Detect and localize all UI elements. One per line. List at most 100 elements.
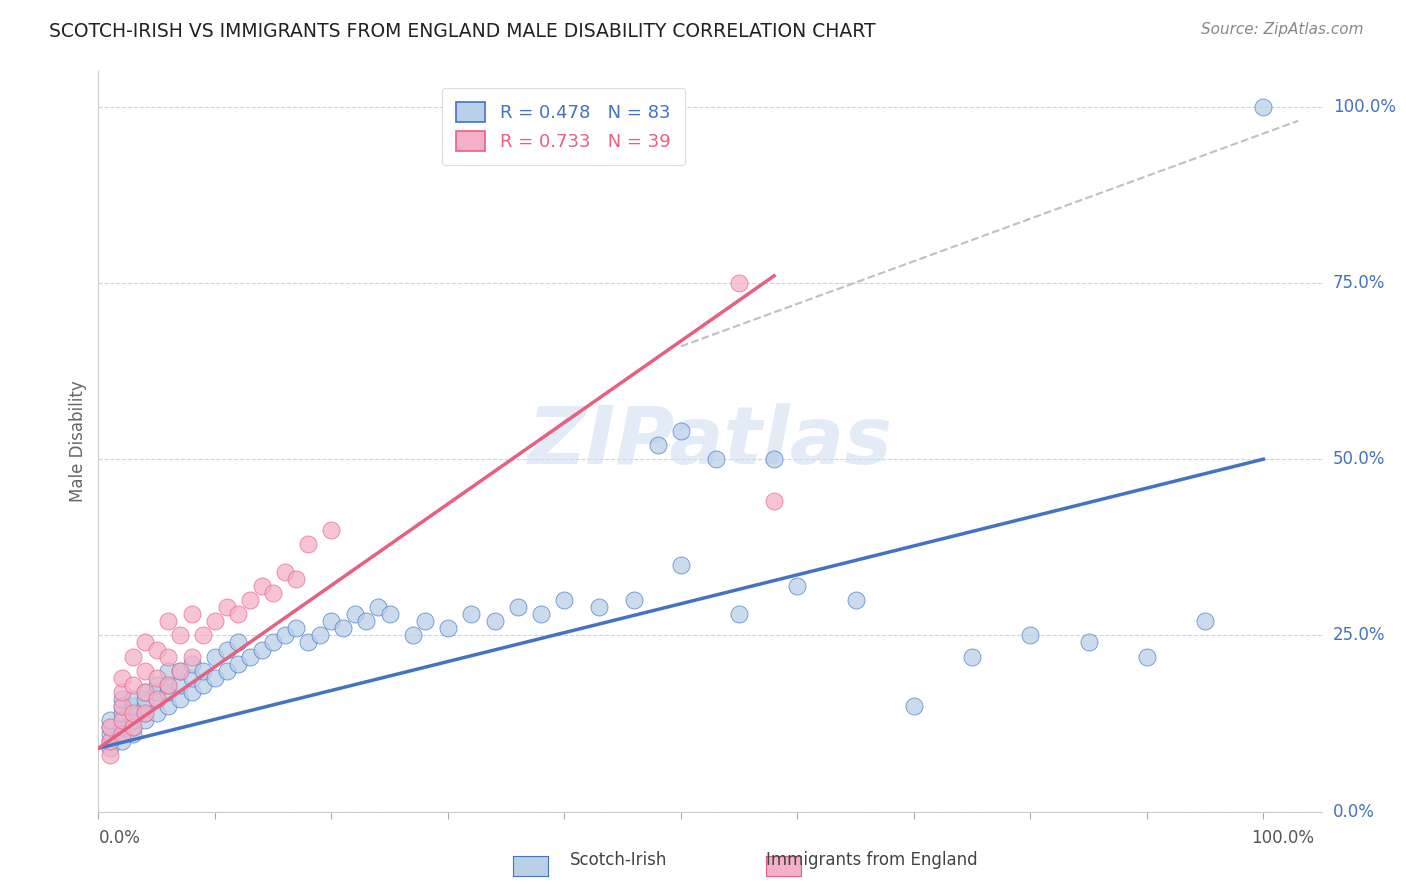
- Point: [180, 649, 202, 664]
- Point: [343, 607, 366, 622]
- Text: Source: ZipAtlas.com: Source: ZipAtlas.com: [1201, 22, 1364, 37]
- Point: [111, 698, 134, 713]
- Point: [157, 678, 180, 692]
- Point: [356, 615, 378, 629]
- Point: [204, 671, 226, 685]
- Point: [1019, 628, 1042, 642]
- Point: [193, 678, 215, 692]
- Point: [98, 748, 121, 763]
- Point: [111, 727, 134, 741]
- Point: [1194, 615, 1216, 629]
- Point: [134, 698, 156, 713]
- Point: [623, 593, 645, 607]
- Point: [111, 692, 134, 706]
- Point: [215, 664, 238, 678]
- Point: [226, 635, 249, 649]
- Point: [193, 628, 215, 642]
- Point: [111, 713, 134, 727]
- Point: [122, 727, 145, 741]
- Point: [669, 558, 692, 572]
- Point: [297, 635, 319, 649]
- Point: [98, 713, 121, 727]
- Point: [122, 698, 145, 713]
- Point: [763, 452, 786, 467]
- Point: [728, 607, 751, 622]
- Point: [111, 706, 134, 720]
- Point: [215, 600, 238, 615]
- Point: [145, 671, 167, 685]
- Point: [122, 720, 145, 734]
- Point: [367, 600, 389, 615]
- Point: [704, 452, 727, 467]
- Point: [111, 713, 134, 727]
- Point: [111, 720, 134, 734]
- Point: [134, 713, 156, 727]
- Point: [134, 664, 156, 678]
- Point: [169, 664, 191, 678]
- Point: [145, 692, 167, 706]
- Point: [169, 692, 191, 706]
- Point: [145, 678, 167, 692]
- Point: [111, 685, 134, 699]
- Point: [378, 607, 401, 622]
- Point: [669, 424, 692, 438]
- Point: [204, 649, 226, 664]
- Point: [98, 727, 121, 741]
- Point: [332, 621, 354, 635]
- Legend: R = 0.478   N = 83, R = 0.733   N = 39: R = 0.478 N = 83, R = 0.733 N = 39: [441, 87, 685, 166]
- Point: [903, 698, 925, 713]
- Point: [193, 664, 215, 678]
- Point: [1253, 100, 1275, 114]
- Point: [134, 706, 156, 720]
- Point: [134, 706, 156, 720]
- Point: [274, 565, 297, 579]
- Point: [122, 692, 145, 706]
- Point: [111, 734, 134, 748]
- Point: [98, 720, 121, 734]
- Point: [763, 494, 786, 508]
- Point: [157, 685, 180, 699]
- Text: ZIPatlas: ZIPatlas: [527, 402, 893, 481]
- Point: [157, 678, 180, 692]
- Point: [285, 572, 308, 586]
- Point: [180, 685, 202, 699]
- Point: [484, 615, 506, 629]
- Point: [169, 664, 191, 678]
- Text: 25.0%: 25.0%: [1333, 626, 1385, 644]
- Point: [262, 586, 284, 600]
- Point: [111, 698, 134, 713]
- Point: [786, 579, 808, 593]
- Text: 50.0%: 50.0%: [1333, 450, 1385, 468]
- Point: [215, 642, 238, 657]
- Point: [169, 678, 191, 692]
- Point: [274, 628, 297, 642]
- Point: [145, 642, 167, 657]
- Y-axis label: Male Disability: Male Disability: [69, 381, 87, 502]
- Point: [180, 607, 202, 622]
- Point: [239, 649, 262, 664]
- Point: [1077, 635, 1099, 649]
- Point: [169, 628, 191, 642]
- Point: [204, 615, 226, 629]
- Point: [262, 635, 284, 649]
- Point: [460, 607, 482, 622]
- Point: [134, 685, 156, 699]
- Point: [845, 593, 868, 607]
- Point: [98, 734, 121, 748]
- Point: [239, 593, 262, 607]
- Point: [134, 692, 156, 706]
- Point: [297, 537, 319, 551]
- Point: [98, 741, 121, 756]
- Point: [134, 635, 156, 649]
- Point: [180, 657, 202, 671]
- Point: [250, 579, 273, 593]
- Point: [530, 607, 553, 622]
- Point: [308, 628, 330, 642]
- Point: [960, 649, 983, 664]
- Text: 75.0%: 75.0%: [1333, 274, 1385, 292]
- Point: [437, 621, 460, 635]
- Point: [402, 628, 425, 642]
- Point: [506, 600, 529, 615]
- Point: [321, 615, 343, 629]
- Point: [134, 685, 156, 699]
